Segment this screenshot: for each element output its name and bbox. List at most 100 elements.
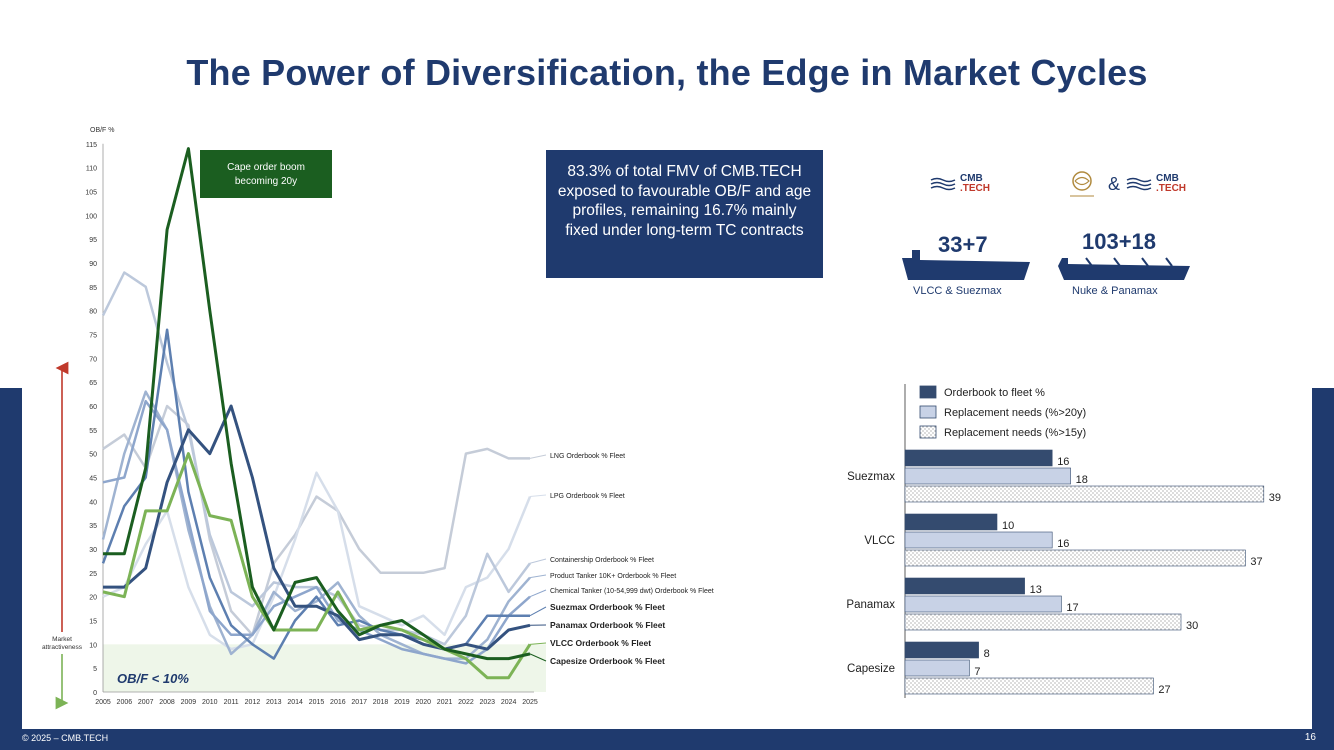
bar bbox=[904, 449, 1053, 467]
bar-category-label: Capesize bbox=[847, 663, 895, 675]
series-label: Suezmax Orderbook % Fleet bbox=[550, 602, 665, 612]
bar-value-label: 7 bbox=[974, 666, 980, 678]
y-tick-label: 25 bbox=[89, 571, 97, 578]
series-line bbox=[103, 404, 531, 651]
logo-line2: .TECH bbox=[1156, 183, 1187, 194]
bar-value-label: 17 bbox=[1066, 602, 1078, 614]
partner-logos: & CMB .TECH bbox=[1062, 168, 1186, 200]
y-tick-label: 95 bbox=[89, 237, 97, 244]
x-tick-label: 2020 bbox=[415, 699, 431, 706]
bar-value-label: 18 bbox=[1076, 474, 1088, 486]
x-tick-label: 2011 bbox=[224, 699, 239, 706]
ampersand: & bbox=[1108, 173, 1121, 194]
series-label: VLCC Orderbook % Fleet bbox=[550, 638, 651, 648]
y-tick-label: 35 bbox=[89, 523, 97, 530]
y-tick-label: 30 bbox=[89, 547, 97, 554]
series-label: Containership Orderbook % Fleet bbox=[550, 557, 654, 564]
y-tick-label: 20 bbox=[89, 595, 97, 602]
bar-category-label: VLCC bbox=[864, 535, 895, 547]
y-tick-label: 60 bbox=[89, 404, 97, 411]
footer-copyright: © 2025 – CMB.TECH bbox=[22, 733, 109, 743]
series-label: Product Tanker 10K+ Orderbook % Fleet bbox=[550, 573, 676, 580]
bar-category-label: Panamax bbox=[846, 599, 895, 611]
series-label-leader bbox=[529, 589, 547, 598]
y-tick-label: 90 bbox=[89, 261, 97, 268]
x-tick-label: 2019 bbox=[394, 699, 410, 706]
fleet-caption-left: VLCC & Suezmax bbox=[913, 285, 1002, 297]
replacement-bar-chart: Orderbook to fleet % Replacement needs (%… bbox=[846, 384, 1281, 698]
fleet-caption-right: Nuke & Panamax bbox=[1072, 285, 1158, 297]
logo-line1: CMB bbox=[1156, 173, 1179, 184]
series-label: LPG Orderbook % Fleet bbox=[550, 493, 625, 500]
x-tick-label: 2024 bbox=[501, 699, 517, 706]
x-tick-label: 2016 bbox=[330, 699, 346, 706]
series-label-leader bbox=[529, 454, 547, 459]
bar bbox=[904, 549, 1246, 567]
y-tick-label: 100 bbox=[85, 213, 97, 220]
legend-label: Replacement needs (%>15y) bbox=[944, 427, 1086, 439]
series-line bbox=[102, 471, 532, 651]
series-label: Capesize Orderbook % Fleet bbox=[550, 656, 665, 666]
y-tick-label: 55 bbox=[89, 428, 97, 435]
page-title: The Power of Diversification, the Edge i… bbox=[186, 52, 1148, 93]
legend-label: Orderbook to fleet % bbox=[944, 387, 1045, 399]
zone-label: OB/F < 10% bbox=[117, 671, 189, 686]
series-line bbox=[102, 452, 532, 680]
x-tick-label: 2015 bbox=[309, 699, 325, 706]
y-tick-label: 110 bbox=[86, 166, 97, 173]
x-tick-label: 2023 bbox=[480, 699, 496, 706]
bar-value-label: 39 bbox=[1269, 492, 1281, 504]
bar bbox=[904, 613, 1182, 631]
x-tick-label: 2022 bbox=[458, 699, 474, 706]
x-tick-label: 2010 bbox=[202, 699, 218, 706]
arrow-label-line1: Market bbox=[52, 636, 72, 643]
bulker-ship-icon bbox=[1058, 257, 1190, 280]
waves-icon bbox=[930, 177, 956, 191]
series-line bbox=[103, 147, 531, 661]
x-tick-label: 2007 bbox=[138, 699, 154, 706]
y-tick-label: 65 bbox=[89, 380, 97, 387]
y-tick-label: 0 bbox=[93, 690, 97, 697]
x-tick-label: 2009 bbox=[181, 699, 197, 706]
bar bbox=[904, 531, 1053, 549]
series-line bbox=[102, 399, 531, 665]
fleet-count-right: 103+18 bbox=[1082, 229, 1157, 254]
series-label-leader bbox=[529, 642, 547, 645]
bar bbox=[904, 513, 998, 531]
bar-value-label: 37 bbox=[1250, 556, 1262, 568]
bar-value-label: 30 bbox=[1186, 620, 1198, 632]
bar bbox=[904, 641, 979, 659]
waves-icon bbox=[1126, 177, 1152, 191]
tanker-ship-icon bbox=[902, 250, 1030, 280]
series-label-leader bbox=[529, 558, 547, 564]
info-box: 83.3% of total FMV of CMB.TECH exposed t… bbox=[546, 150, 823, 278]
bar bbox=[904, 577, 1025, 595]
legend-swatch bbox=[919, 405, 937, 419]
logo-line2: .TECH bbox=[960, 183, 990, 194]
x-tick-label: 2013 bbox=[266, 699, 282, 706]
series-line bbox=[102, 404, 530, 637]
annotation-text-line2: becoming 20y bbox=[235, 176, 297, 187]
legend-swatch bbox=[919, 385, 937, 399]
annotation-text-line1: Cape order boom bbox=[227, 162, 305, 173]
bar-value-label: 27 bbox=[1158, 684, 1170, 696]
y-tick-label: 70 bbox=[89, 356, 97, 363]
y-tick-label: 80 bbox=[89, 309, 97, 316]
x-tick-label: 2014 bbox=[287, 699, 303, 706]
y-tick-label: 85 bbox=[89, 285, 97, 292]
y-tick-label: 105 bbox=[85, 189, 97, 196]
y-tick-label: 50 bbox=[89, 452, 97, 459]
x-tick-label: 2017 bbox=[351, 699, 367, 706]
bar bbox=[904, 485, 1265, 503]
series-label-leader bbox=[529, 574, 547, 579]
cmb-logo-left: CMB .TECH bbox=[930, 174, 990, 194]
bar-value-label: 10 bbox=[1002, 520, 1014, 532]
y-tick-label: 10 bbox=[89, 642, 97, 649]
y-tick-label: 115 bbox=[86, 142, 97, 149]
y-axis-label: OB/F % bbox=[90, 127, 115, 134]
x-tick-label: 2021 bbox=[437, 699, 453, 706]
fleet-count-left: 33+7 bbox=[938, 232, 988, 257]
x-tick-label: 2008 bbox=[159, 699, 175, 706]
bar bbox=[904, 659, 970, 677]
arrow-label-line2: attractiveness bbox=[42, 644, 83, 651]
